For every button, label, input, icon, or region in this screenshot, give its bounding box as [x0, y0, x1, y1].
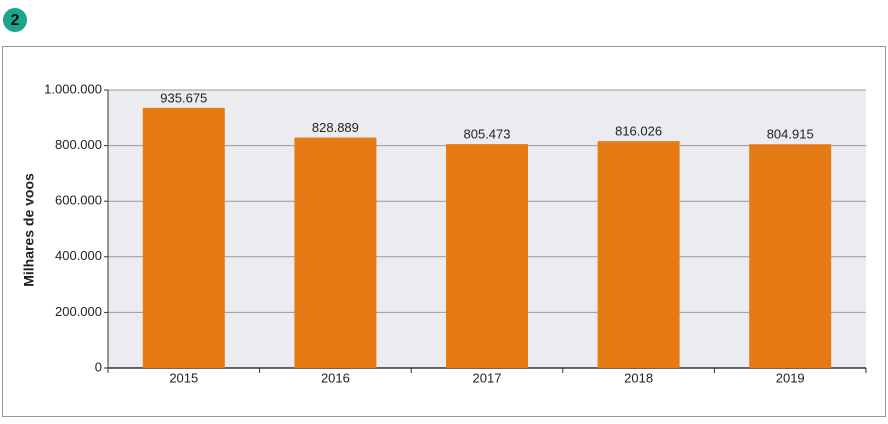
- x-tick-label: 2016: [321, 370, 350, 385]
- y-tick-label: 200.000: [55, 304, 102, 319]
- value-label: 828.889: [312, 120, 359, 135]
- value-label: 804.915: [767, 127, 814, 142]
- bar: [749, 144, 832, 368]
- bar: [142, 107, 225, 368]
- x-tick-label: 2017: [473, 370, 502, 385]
- y-tick-label: 1.000.000: [44, 81, 102, 96]
- value-label: 816.026: [615, 124, 662, 139]
- frame: [2, 46, 886, 417]
- y-axis-label: Milhares de voos: [21, 173, 37, 287]
- y-tick-label: 400.000: [55, 248, 102, 263]
- y-tick-label: 600.000: [55, 193, 102, 208]
- badge: 2: [11, 12, 20, 29]
- x-tick-label: 2015: [169, 370, 198, 385]
- x-tick-label: 2018: [624, 370, 653, 385]
- bar: [294, 137, 377, 368]
- value-label: 935.675: [160, 90, 207, 105]
- value-label: 805.473: [464, 127, 511, 142]
- x-tick-label: 2019: [776, 370, 805, 385]
- y-tick-label: 0: [95, 359, 102, 374]
- badge-circle: [3, 8, 27, 32]
- bar: [597, 141, 680, 368]
- y-tick-label: 800.000: [55, 137, 102, 152]
- bar: [446, 144, 528, 368]
